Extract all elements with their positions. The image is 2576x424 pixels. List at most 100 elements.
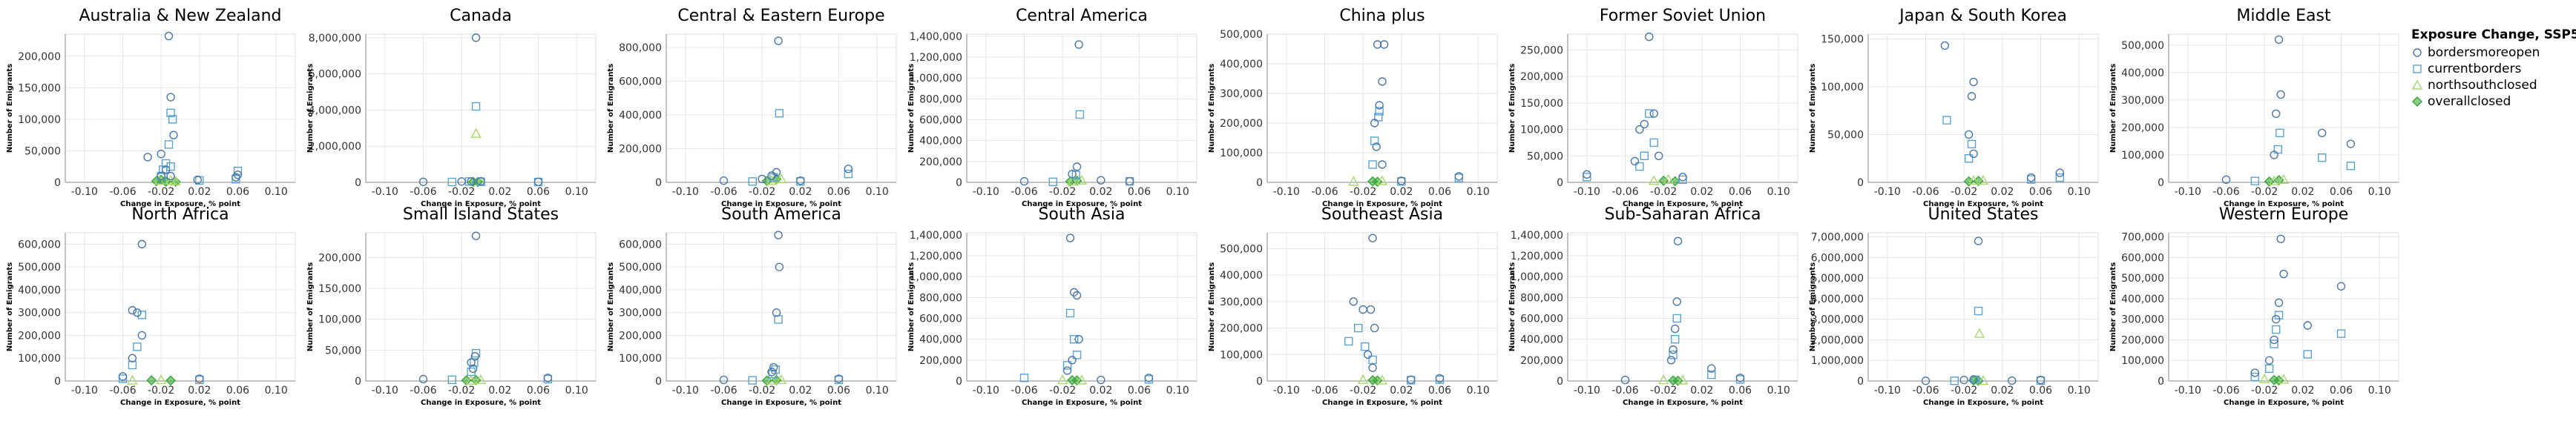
plot-frame — [365, 232, 597, 382]
point-currentborders — [1368, 355, 1377, 365]
point-currentborders — [2271, 325, 2281, 334]
point-bordersmoreopen — [2271, 109, 2281, 119]
panels-layer: Australia & New Zealand 0 50,000 100,000 150… — [6, 7, 2399, 407]
y-tick-label: 0 — [1256, 177, 1263, 189]
point-bordersmoreopen — [457, 177, 466, 186]
plot-frame — [966, 33, 1197, 183]
x-tick-label: 0.02 — [2291, 186, 2314, 198]
point-bordersmoreopen — [1669, 345, 1678, 354]
point-currentborders — [1635, 162, 1644, 171]
panel-title: North Africa — [131, 205, 229, 224]
plot-frame — [65, 232, 296, 382]
point-bordersmoreopen — [767, 367, 776, 377]
point-currentborders — [1344, 337, 1353, 346]
point-currentborders — [1670, 334, 1680, 344]
point-bordersmoreopen — [1373, 40, 1382, 49]
x-tick-label: -0.06 — [1311, 186, 1338, 198]
point-bordersmoreopen — [1673, 236, 1683, 245]
point-northsouthclosed — [1657, 374, 1669, 385]
y-tick-label: 150,000 — [1821, 33, 1864, 45]
y-tick-label: 0 — [54, 376, 61, 388]
point-bordersmoreopen — [1655, 151, 1663, 160]
point-currentborders — [128, 360, 137, 370]
x-tick-label: 0.06 — [1729, 186, 1752, 198]
point-currentborders — [2250, 372, 2259, 382]
y-tick-label: 600,000 — [619, 239, 662, 251]
y-tick-label: 300,000 — [2121, 314, 2164, 326]
x-tick-label: -0.02 — [1350, 385, 1376, 397]
panel-title: Japan & South Korea — [1898, 7, 2067, 25]
legend-entry-overallclosed: overallclosed — [2412, 94, 2511, 109]
legend-marker-overallclosed — [2412, 96, 2422, 107]
x-tick-label: -0.06 — [2212, 186, 2239, 198]
y-axis-title: Number of Emigrants — [6, 262, 14, 351]
point-bordersmoreopen — [1435, 374, 1445, 383]
x-tick-label: 0.06 — [1428, 385, 1451, 397]
point-northsouthclosed — [1649, 175, 1660, 185]
panel-title: Sub-Saharan Africa — [1605, 205, 1761, 224]
y-tick-label: 300,000 — [1220, 88, 1263, 100]
x-tick-label: 0.02 — [488, 186, 511, 198]
x-axis-title: Change in Exposure, % point — [1623, 399, 1743, 407]
panel-title: Central America — [1016, 7, 1148, 25]
y-tick-label: 200,000 — [2121, 122, 2164, 134]
x-tick-label: 0.02 — [188, 186, 211, 198]
y-tick-label: 0 — [2158, 177, 2164, 189]
y-tick-label: 1,400,000 — [910, 31, 962, 43]
x-tick-label: 0.02 — [789, 186, 812, 198]
y-tick-label: 600,000 — [1520, 313, 1563, 325]
x-tick-label: -0.06 — [410, 385, 436, 397]
y-axis-title: Number of Emigrants — [607, 262, 615, 351]
y-tick-label: 50,000 — [325, 345, 361, 357]
point-currentborders — [137, 311, 147, 319]
y-tick-label: 600,000 — [919, 313, 962, 325]
y-tick-label: 500,000 — [2121, 40, 2164, 52]
point-currentborders — [1640, 151, 1649, 160]
y-tick-label: 800,000 — [1520, 292, 1563, 304]
y-tick-label: 1,000,000 — [1811, 355, 1864, 367]
point-bordersmoreopen — [1407, 375, 1416, 384]
y-tick-label: 2,000,000 — [1811, 334, 1864, 346]
y-tick-label: 400,000 — [2121, 67, 2164, 79]
point-currentborders — [1645, 109, 1654, 118]
x-tick-label: 0.10 — [2068, 385, 2091, 397]
point-northsouthclosed — [170, 175, 181, 185]
y-tick-label: 1,000,000 — [910, 73, 962, 85]
point-bordersmoreopen — [476, 176, 485, 186]
legend-label: overallclosed — [2428, 94, 2511, 109]
point-currentborders — [2270, 339, 2278, 348]
point-bordersmoreopen — [1062, 366, 1072, 375]
x-axis-title: Change in Exposure, % point — [120, 200, 240, 208]
panel-central-america: Central America 0 200,000 400,000 600,000 800… — [907, 7, 1197, 208]
x-tick-label: -0.10 — [71, 186, 98, 198]
point-bordersmoreopen — [193, 175, 202, 185]
point-bordersmoreopen — [2279, 269, 2288, 279]
plot-frame — [2168, 33, 2399, 183]
y-tick-label: 600,000 — [919, 114, 962, 126]
point-bordersmoreopen — [796, 176, 805, 185]
point-currentborders — [775, 109, 784, 118]
y-tick-label: 0 — [2158, 376, 2164, 388]
x-tick-label: -0.06 — [410, 186, 436, 198]
x-tick-label: -0.02 — [448, 385, 475, 397]
point-bordersmoreopen — [2271, 314, 2281, 324]
point-bordersmoreopen — [1635, 125, 1644, 134]
point-bordersmoreopen — [1583, 170, 1591, 179]
y-axis-title: Number of Emigrants — [6, 64, 14, 153]
y-tick-label: 0 — [355, 376, 361, 388]
y-axis-title: Number of Emigrants — [1208, 64, 1216, 153]
y-tick-label: 500,000 — [619, 262, 662, 274]
point-bordersmoreopen — [1620, 375, 1630, 385]
x-tick-label: 0.06 — [2029, 186, 2052, 198]
point-bordersmoreopen — [774, 36, 783, 45]
point-bordersmoreopen — [471, 33, 481, 42]
point-bordersmoreopen — [1940, 41, 1950, 50]
point-bordersmoreopen — [467, 177, 476, 186]
x-tick-label: 0.06 — [527, 385, 550, 397]
x-tick-label: -0.10 — [2175, 186, 2201, 198]
point-bordersmoreopen — [2026, 173, 2036, 182]
point-currentborders — [1707, 370, 1716, 380]
point-currentborders — [748, 177, 757, 186]
point-bordersmoreopen — [2317, 128, 2327, 138]
point-bordersmoreopen — [2036, 375, 2046, 385]
